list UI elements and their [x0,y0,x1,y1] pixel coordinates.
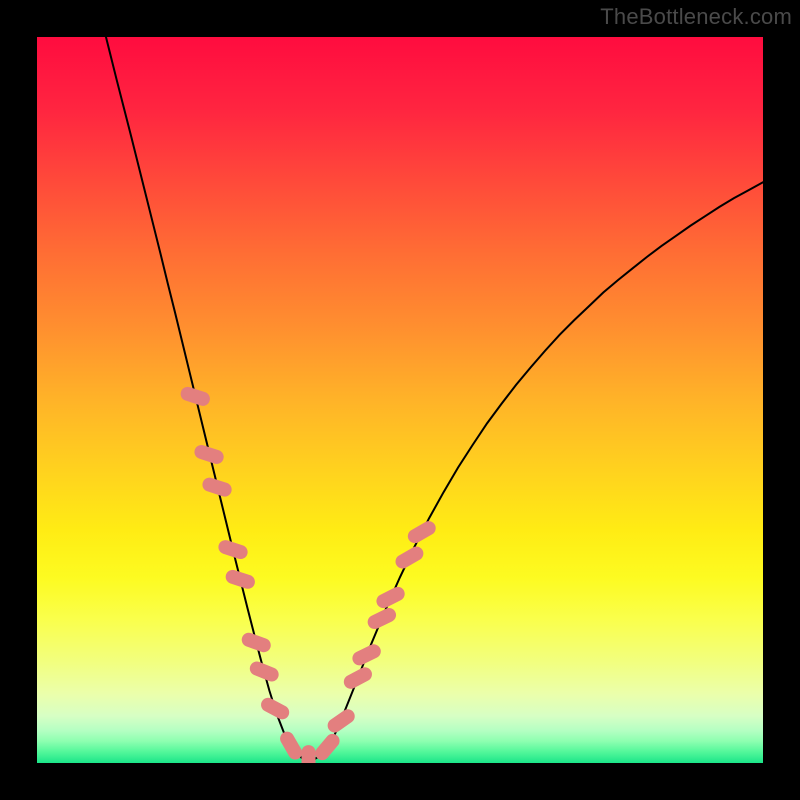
gradient-background [37,37,763,763]
watermark-text: TheBottleneck.com [600,4,792,30]
plot-svg [37,37,763,763]
chart-container: TheBottleneck.com [0,0,800,800]
plot-area [37,37,763,763]
curve-marker [302,745,316,763]
